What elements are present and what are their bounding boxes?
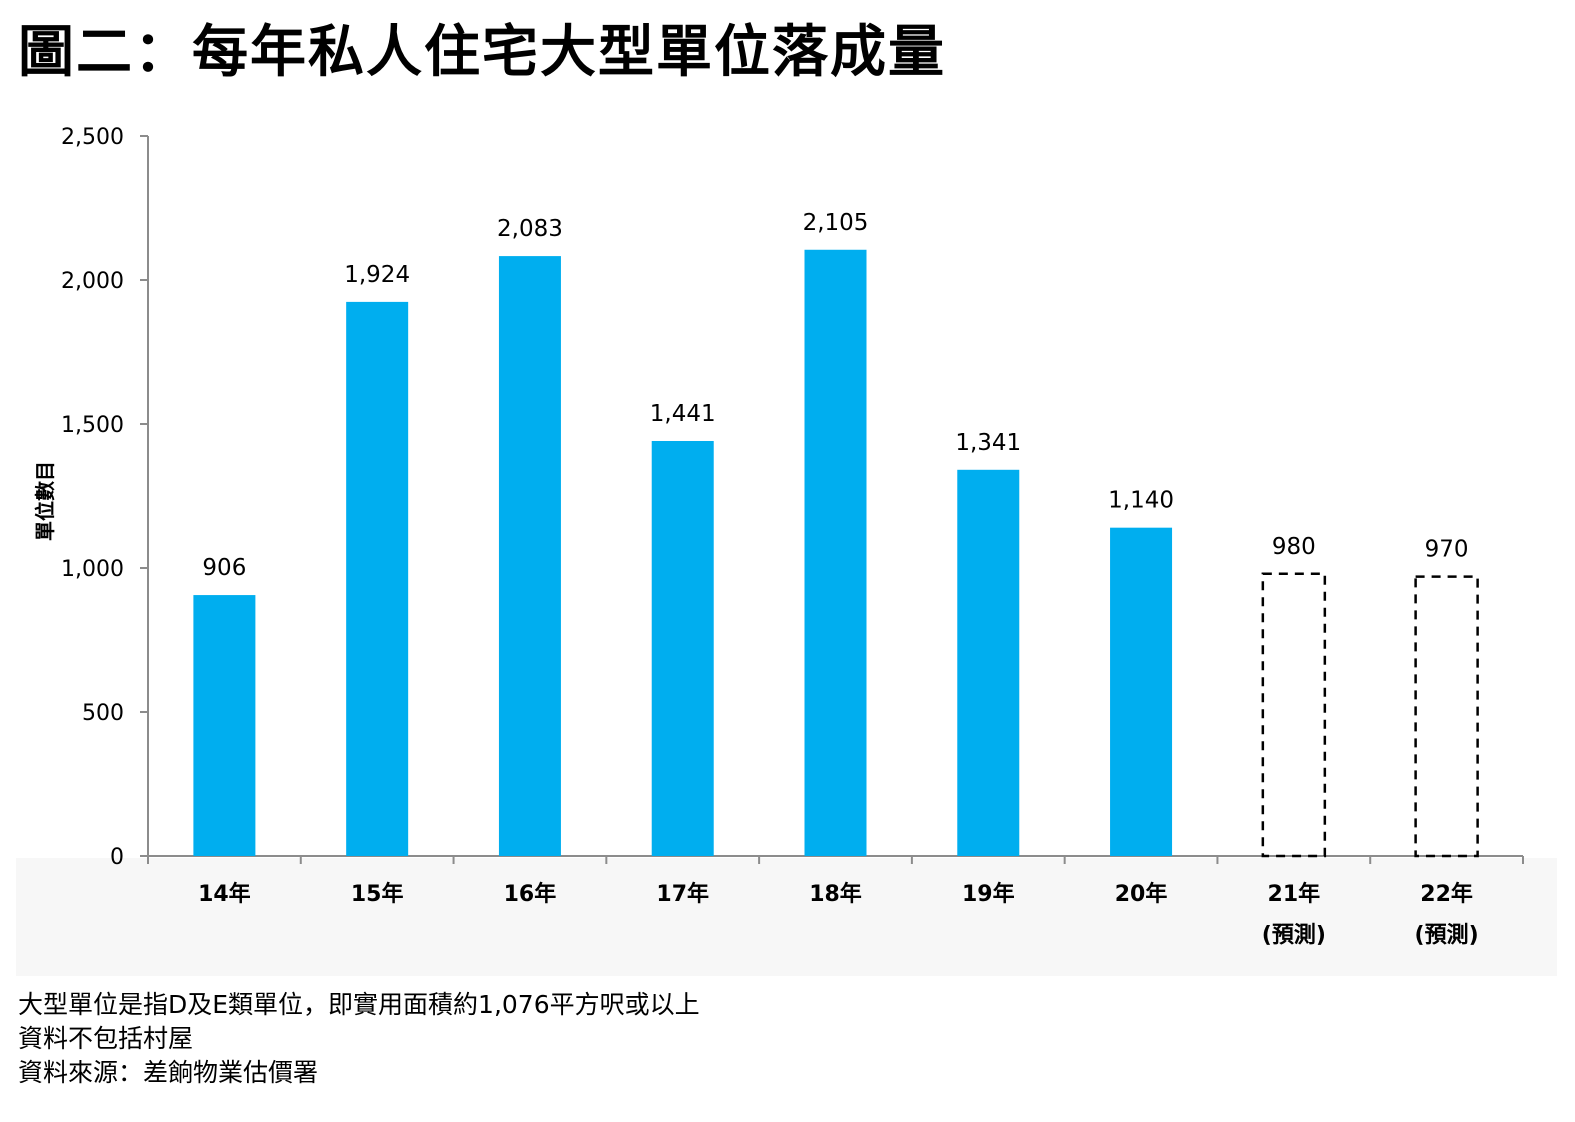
x-tick-label: 22年 <box>1420 881 1473 907</box>
y-tick-label: 500 <box>82 701 124 726</box>
forecast-bar <box>1414 575 1479 858</box>
bar-value-label: 906 <box>202 555 246 581</box>
x-tick-label: 18年 <box>809 881 862 907</box>
y-tick-label: 2,000 <box>61 269 124 294</box>
x-tick-sublabel: (預測) <box>1415 923 1479 948</box>
x-tick-label: 14年 <box>198 881 251 907</box>
bar-value-label: 2,105 <box>803 210 869 236</box>
x-tick-label: 17年 <box>656 881 709 907</box>
y-tick-label: 1,000 <box>61 557 124 582</box>
x-tick-label: 16年 <box>504 881 557 907</box>
bar-value-label: 980 <box>1272 534 1316 560</box>
x-axis-label-band <box>16 858 1557 976</box>
y-tick-label: 1,500 <box>61 413 124 438</box>
y-tick-label: 2,500 <box>61 125 124 150</box>
y-axis-title: 單位數目 <box>33 461 57 541</box>
footnotes: 大型單位是指D及E類單位，即實用面積約1,076平方呎或以上 資料不包括村屋 資… <box>18 988 700 1090</box>
data-bar <box>193 595 256 856</box>
footnote-definition: 大型單位是指D及E類單位，即實用面積約1,076平方呎或以上 <box>18 990 700 1019</box>
bar-value-label: 2,083 <box>497 216 563 242</box>
x-tick-label: 21年 <box>1268 881 1321 907</box>
forecast-bar <box>1261 572 1327 858</box>
data-bar <box>346 301 409 856</box>
data-bar <box>498 256 561 856</box>
bar-value-label: 1,341 <box>955 430 1021 456</box>
bar-value-label: 1,924 <box>344 262 410 288</box>
data-bar <box>804 249 867 856</box>
bar-value-label: 1,441 <box>650 401 716 427</box>
chart-title: 圖二：每年私人住宅大型單位落成量 <box>18 20 946 85</box>
x-tick-label: 15年 <box>351 881 404 907</box>
bar-value-label: 970 <box>1425 537 1469 563</box>
x-tick-label: 19年 <box>962 881 1015 907</box>
y-tick-label: 0 <box>110 845 124 870</box>
data-bar <box>651 440 714 856</box>
bar-chart: 0 500 1,000 1,500 2,000 2,500 單位數目 906 14年 1,924 1… <box>33 125 1524 948</box>
x-tick-label: 20年 <box>1115 881 1168 907</box>
bar-value-label: 1,140 <box>1108 488 1174 514</box>
x-tick-sublabel: (預測) <box>1262 923 1326 948</box>
data-bar <box>957 469 1020 856</box>
footnote-exclusion: 資料不包括村屋 <box>18 1024 194 1053</box>
footnote-source: 資料來源：差餉物業估價署 <box>18 1058 319 1087</box>
data-bar <box>1110 527 1173 856</box>
